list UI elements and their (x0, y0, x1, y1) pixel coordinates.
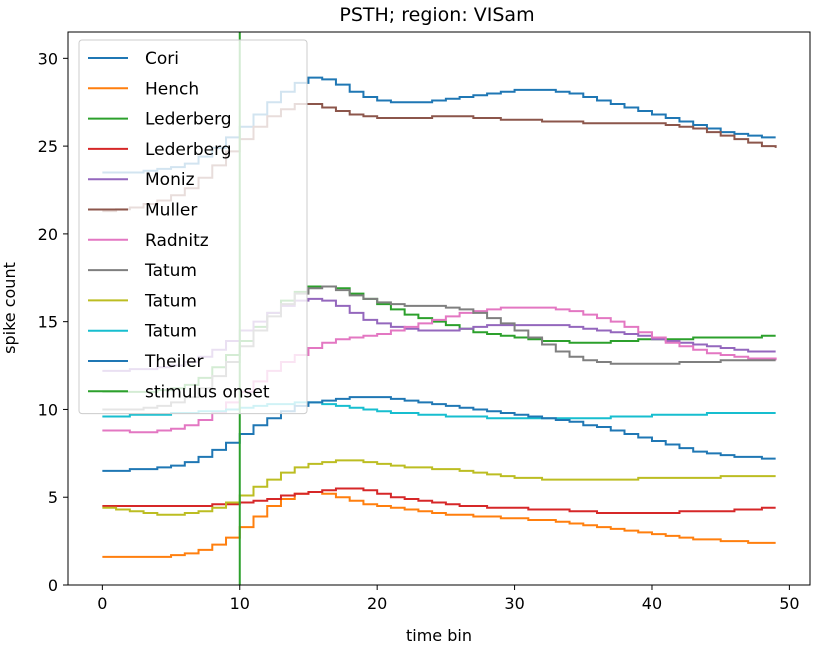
y-axis-label: spike count (0, 262, 19, 354)
x-tick-label: 50 (779, 594, 799, 613)
legend-label: Theiler (144, 352, 204, 372)
y-tick-label: 15 (38, 313, 58, 332)
x-tick-label: 10 (230, 594, 250, 613)
y-tick-label: 0 (48, 576, 58, 595)
legend-label: Tatum (144, 291, 197, 311)
legend-box (78, 39, 308, 415)
y-tick-label: 30 (38, 49, 58, 68)
series-line-9 (102, 459, 776, 516)
x-tick-label: 40 (642, 594, 662, 613)
legend-label: Tatum (144, 322, 197, 342)
legend: Cori Hench Lederberg Lederberg Moniz Muller Ra… (78, 39, 308, 415)
legend-label: Radnitz (145, 231, 209, 251)
legend-label: Tatum (144, 261, 197, 281)
y-tick-label: 10 (38, 400, 58, 419)
legend-label: stimulus onset (145, 382, 270, 402)
y-tick-label: 25 (38, 137, 58, 156)
plot-frame (67, 31, 811, 586)
legend-label: Moniz (145, 170, 195, 190)
x-axis-label: time bin (406, 626, 472, 645)
y-tick-label: 5 (48, 488, 58, 507)
y-tick-label: 20 (38, 225, 58, 244)
series-line-4 (102, 487, 776, 515)
legend-label: Hench (145, 79, 199, 99)
series-line-11 (102, 396, 776, 472)
x-tick-label: 20 (367, 594, 387, 613)
legend-label: Lederberg (145, 110, 232, 130)
series-line-2 (102, 490, 776, 558)
chart-title: PSTH; region: VISam (339, 4, 534, 26)
x-tick-label: 0 (97, 594, 107, 613)
y-axis: 0 5 10 15 20 25 30 (38, 49, 68, 595)
x-axis: 0 10 20 30 40 50 (97, 585, 800, 613)
x-tick-label: 30 (504, 594, 524, 613)
legend-label: Lederberg (145, 140, 232, 160)
legend-label: Cori (145, 49, 179, 69)
legend-label: Muller (145, 201, 197, 221)
